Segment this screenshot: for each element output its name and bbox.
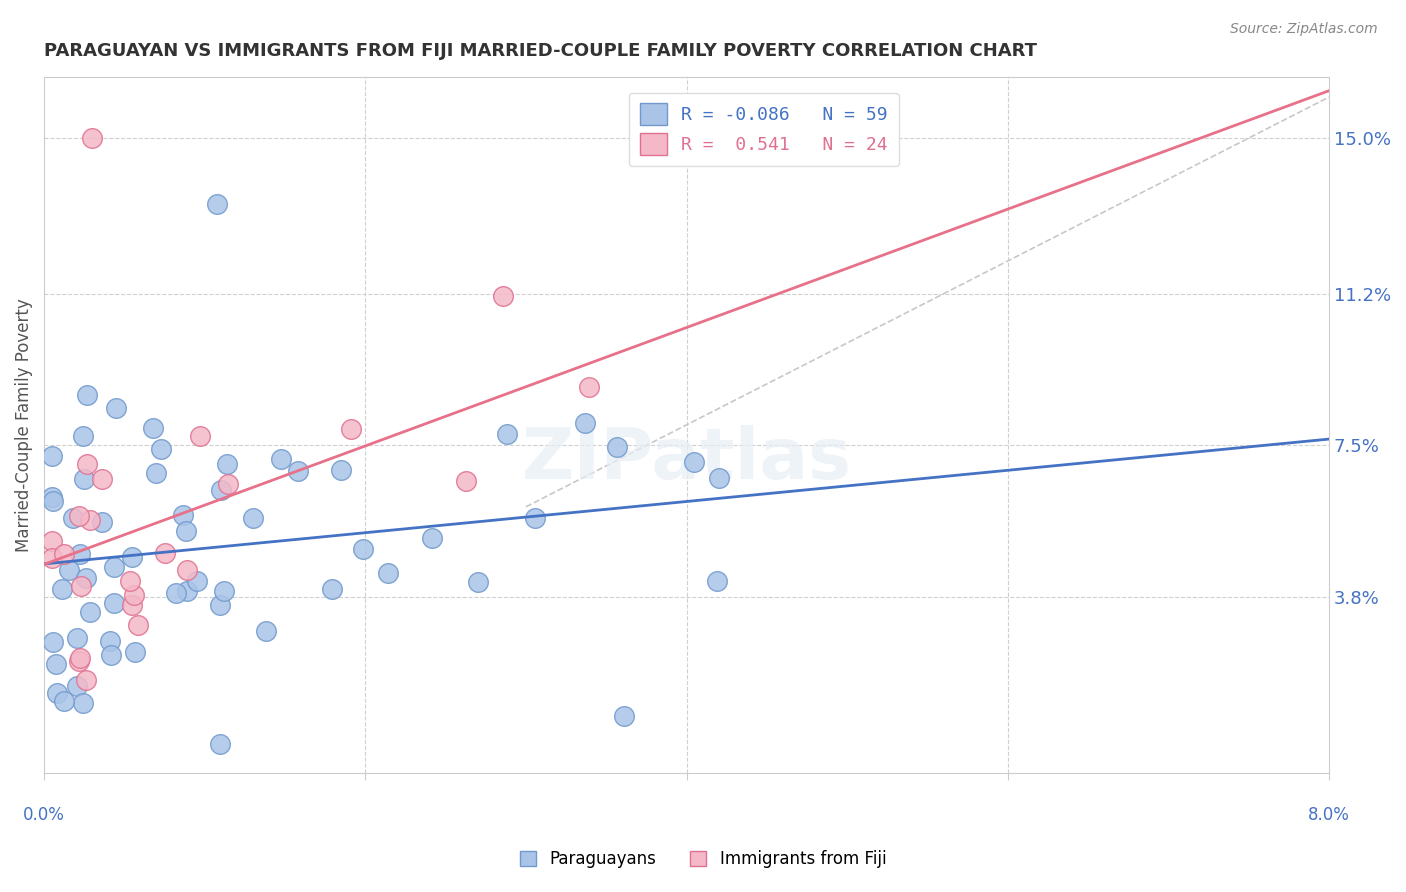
Point xyxy=(70,579,93,593)
Text: ZIPatlas: ZIPatlas xyxy=(522,425,852,494)
Point xyxy=(706,574,728,589)
Point xyxy=(121,549,143,564)
Point xyxy=(72,428,94,442)
Point xyxy=(420,531,443,545)
Point xyxy=(145,466,167,480)
Point xyxy=(82,131,104,145)
Point xyxy=(172,508,194,522)
Point xyxy=(103,596,125,610)
Point xyxy=(454,474,477,488)
Point xyxy=(124,645,146,659)
Point xyxy=(329,462,352,476)
Point xyxy=(578,380,600,394)
Text: Source: ZipAtlas.com: Source: ZipAtlas.com xyxy=(1230,22,1378,37)
Point xyxy=(188,428,211,442)
Point xyxy=(41,534,63,549)
Text: PARAGUAYAN VS IMMIGRANTS FROM FIJI MARRIED-COUPLE FAMILY POVERTY CORRELATION CHA: PARAGUAYAN VS IMMIGRANTS FROM FIJI MARRI… xyxy=(44,42,1038,60)
Point xyxy=(58,563,80,577)
Point xyxy=(105,401,128,415)
Point xyxy=(62,510,84,524)
Point xyxy=(69,548,91,562)
Point xyxy=(72,472,94,486)
Point xyxy=(76,457,98,471)
Point xyxy=(215,458,238,472)
Point xyxy=(52,694,75,708)
Legend: Paraguayans, Immigrants from Fiji: Paraguayans, Immigrants from Fiji xyxy=(513,844,893,875)
Point xyxy=(352,542,374,557)
Point xyxy=(90,515,112,529)
Point xyxy=(682,455,704,469)
Point xyxy=(254,624,277,638)
Point xyxy=(613,709,636,723)
Point xyxy=(574,416,596,430)
Point xyxy=(165,586,187,600)
Point xyxy=(142,421,165,435)
Point xyxy=(51,582,73,596)
Point xyxy=(46,686,69,700)
Point xyxy=(42,494,65,508)
Point xyxy=(72,696,94,710)
Point xyxy=(67,509,90,524)
Point xyxy=(153,546,176,560)
Point xyxy=(76,388,98,402)
Point xyxy=(242,511,264,525)
Point xyxy=(209,598,232,612)
Point xyxy=(41,550,63,565)
Point xyxy=(467,575,489,590)
Point xyxy=(41,450,63,464)
Point xyxy=(100,648,122,662)
Point xyxy=(45,657,67,671)
Point xyxy=(41,490,63,504)
Point xyxy=(75,673,97,688)
Point xyxy=(122,588,145,602)
Point xyxy=(377,566,399,580)
Point xyxy=(214,583,236,598)
Point xyxy=(217,476,239,491)
Point xyxy=(287,464,309,478)
Point xyxy=(340,422,363,436)
Point xyxy=(495,427,517,442)
Point xyxy=(66,679,89,693)
Text: 0.0%: 0.0% xyxy=(22,806,65,824)
Point xyxy=(270,452,292,467)
Point xyxy=(121,598,143,612)
Point xyxy=(150,442,173,457)
Point xyxy=(79,513,101,527)
Text: 8.0%: 8.0% xyxy=(1308,806,1350,824)
Point xyxy=(67,654,90,668)
Point xyxy=(209,483,232,497)
Point xyxy=(491,289,513,303)
Point xyxy=(42,635,65,649)
Point xyxy=(79,605,101,619)
Point xyxy=(174,524,197,539)
Point xyxy=(176,584,198,599)
Point xyxy=(120,574,142,589)
Point xyxy=(127,618,149,632)
Legend: R = -0.086   N = 59, R =  0.541   N = 24: R = -0.086 N = 59, R = 0.541 N = 24 xyxy=(628,93,898,166)
Point xyxy=(176,563,198,577)
Point xyxy=(709,471,731,485)
Point xyxy=(100,633,122,648)
Point xyxy=(53,547,76,561)
Point xyxy=(321,582,343,596)
Point xyxy=(103,559,125,574)
Y-axis label: Married-Couple Family Poverty: Married-Couple Family Poverty xyxy=(15,298,32,552)
Point xyxy=(91,472,114,486)
Point xyxy=(75,571,97,585)
Point xyxy=(66,632,89,646)
Point xyxy=(186,574,208,589)
Point xyxy=(606,440,628,454)
Point xyxy=(524,510,547,524)
Point xyxy=(208,738,231,752)
Point xyxy=(205,197,228,211)
Point xyxy=(69,651,91,665)
